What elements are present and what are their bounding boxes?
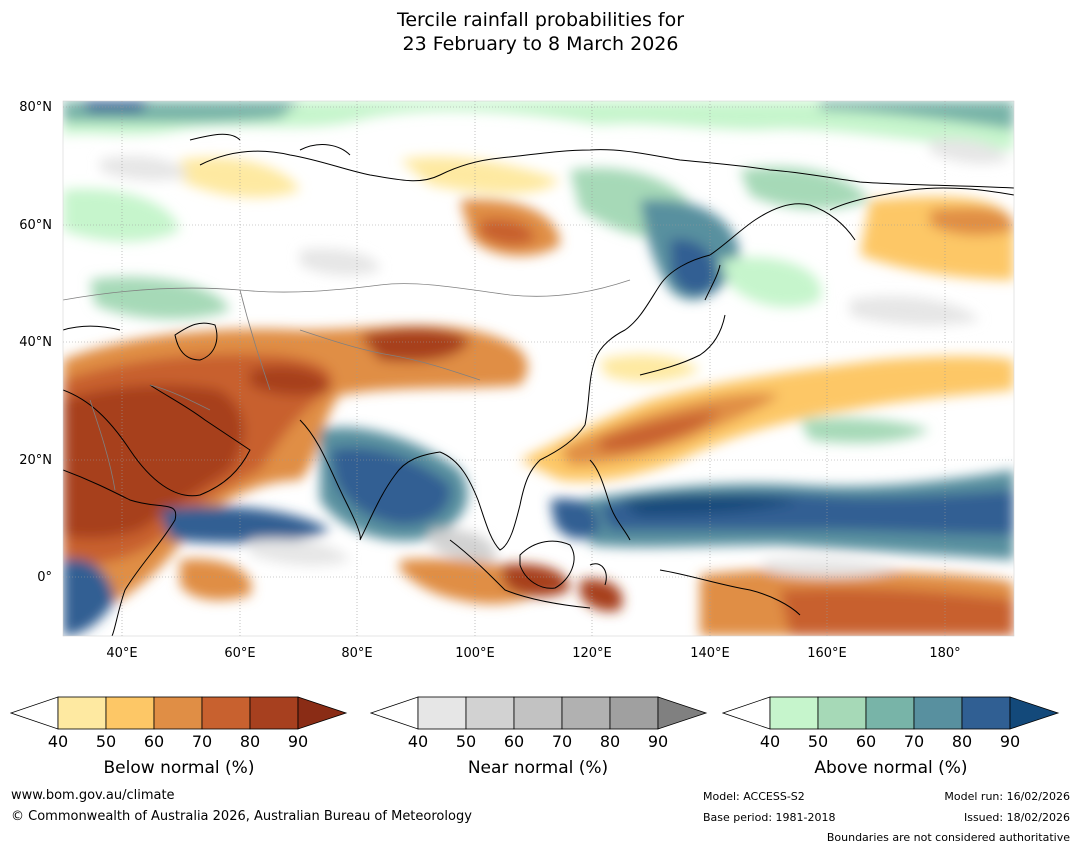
below-colorbar-lower-extension xyxy=(10,696,59,730)
above-colorbar-tick: 80 xyxy=(951,732,973,751)
below-colorbar-tick: 60 xyxy=(143,732,165,751)
boundaries-disclaimer: Boundaries are not considered authoritat… xyxy=(826,831,1070,844)
near-colorbar-tick: 50 xyxy=(455,732,477,751)
lat-label-60n: 60°N xyxy=(19,218,52,233)
below-colorbar-segment xyxy=(153,696,203,730)
near-colorbar-segment xyxy=(513,696,563,730)
below-colorbar-tick: 50 xyxy=(95,732,117,751)
near-colorbar-segment xyxy=(417,696,467,730)
near-colorbar-tick: 90 xyxy=(647,732,669,751)
lon-label-40e: 40°E xyxy=(106,646,138,661)
lon-label-180: 180° xyxy=(929,646,961,661)
above-colorbar-segment xyxy=(769,696,819,730)
near-colorbar-tick: 80 xyxy=(599,732,621,751)
above-colorbar-segment xyxy=(913,696,963,730)
below-colorbar-segment xyxy=(105,696,155,730)
below-colorbar-tick: 40 xyxy=(47,732,69,751)
base-period: Base period: 1981-2018 xyxy=(703,811,836,824)
lat-label-0: 0° xyxy=(37,570,52,585)
below-colorbar-segment xyxy=(249,696,299,730)
above-colorbar-upper-extension xyxy=(1009,696,1060,730)
above-normal-title: Above normal (%) xyxy=(814,758,968,778)
country-borders xyxy=(63,279,631,491)
lat-label-80n: 80°N xyxy=(19,100,52,115)
above-colorbar-tick: 40 xyxy=(759,732,781,751)
above-colorbar-segment xyxy=(817,696,867,730)
above-colorbar-lower-extension xyxy=(722,696,771,730)
above-colorbar-tick: 60 xyxy=(855,732,877,751)
graticule xyxy=(63,101,1014,636)
below-normal-title: Below normal (%) xyxy=(103,758,255,778)
lon-label-60e: 60°E xyxy=(224,646,256,661)
lon-label-160e: 160°E xyxy=(807,646,847,661)
lon-label-120e: 120°E xyxy=(572,646,612,661)
lon-label-100e: 100°E xyxy=(455,646,495,661)
below-colorbar-tick: 90 xyxy=(287,732,309,751)
below-colorbar-segment xyxy=(201,696,251,730)
near-colorbar-tick: 60 xyxy=(503,732,525,751)
lat-label-40n: 40°N xyxy=(19,335,52,350)
above-colorbar-tick: 90 xyxy=(999,732,1021,751)
copyright: © Commonwealth of Australia 2026, Austra… xyxy=(11,809,472,824)
below-normal-colorbar xyxy=(10,696,348,730)
above-colorbar-tick: 70 xyxy=(903,732,925,751)
website-link[interactable]: www.bom.gov.au/climate xyxy=(11,788,175,803)
below-colorbar-tick: 70 xyxy=(191,732,213,751)
below-colorbar-tick: 80 xyxy=(239,732,261,751)
map-title-line1: Tercile rainfall probabilities for xyxy=(396,9,685,31)
model-name: Model: ACCESS-S2 xyxy=(703,790,805,803)
near-colorbar-segment xyxy=(609,696,659,730)
above-colorbar-tick: 50 xyxy=(807,732,829,751)
above-colorbar-segment xyxy=(961,696,1011,730)
near-colorbar-upper-extension xyxy=(657,696,708,730)
model-run-date: Model run: 16/02/2026 xyxy=(944,790,1070,803)
map-frame xyxy=(62,100,1015,637)
near-colorbar-lower-extension xyxy=(370,696,419,730)
near-colorbar-tick: 70 xyxy=(551,732,573,751)
near-colorbar-tick: 40 xyxy=(407,732,429,751)
below-colorbar-segment xyxy=(57,696,107,730)
near-colorbar-segment xyxy=(465,696,515,730)
rainfall-map xyxy=(62,100,1015,637)
probability-field xyxy=(63,101,1014,636)
above-colorbar-segment xyxy=(865,696,915,730)
near-normal-title: Near normal (%) xyxy=(467,758,609,778)
lon-label-140e: 140°E xyxy=(690,646,730,661)
issued-date: Issued: 18/02/2026 xyxy=(963,811,1070,824)
above-normal-colorbar xyxy=(722,696,1060,730)
lat-label-20n: 20°N xyxy=(19,453,52,468)
near-normal-colorbar xyxy=(370,696,708,730)
lon-label-80e: 80°E xyxy=(341,646,373,661)
coastlines xyxy=(63,133,1014,636)
map-title-line2: 23 February to 8 March 2026 xyxy=(402,33,679,55)
near-colorbar-segment xyxy=(561,696,611,730)
below-colorbar-upper-extension xyxy=(297,696,348,730)
